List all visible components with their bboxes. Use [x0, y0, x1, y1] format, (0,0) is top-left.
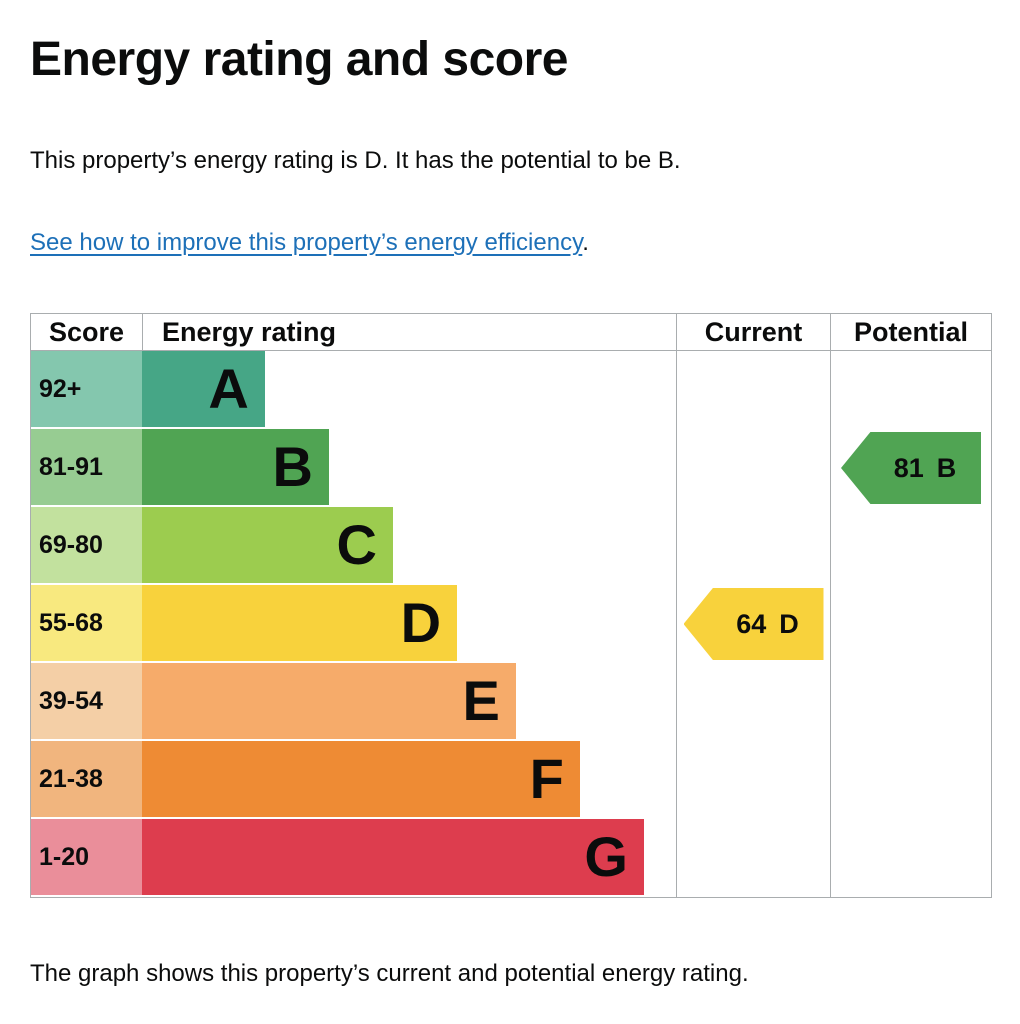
score-range-d: 55-68 [31, 585, 142, 663]
score-range-c: 69-80 [31, 507, 142, 585]
graph-caption: The graph shows this property’s current … [30, 960, 749, 987]
band-letter-f: F [529, 747, 564, 810]
band-letter-a: A [208, 357, 249, 420]
band-bar-g: G [142, 819, 644, 895]
current-score-value: 64 [736, 608, 767, 639]
potential-cell-g [830, 819, 991, 897]
potential-rating-arrow: 81 B [841, 432, 981, 504]
current-cell-c [676, 507, 830, 585]
potential-rating-letter: B [936, 452, 957, 483]
band-letter-e: E [462, 669, 500, 732]
band-bar-e: E [142, 663, 516, 739]
current-cell-b [676, 429, 830, 507]
epc-rating-chart: Score Energy rating Current Potential 92… [30, 313, 992, 898]
header-score: Score [31, 314, 142, 351]
band-bar-cell-d: D [142, 585, 676, 663]
score-range-b: 81-91 [31, 429, 142, 507]
current-cell-f [676, 741, 830, 819]
link-suffix: . [582, 229, 589, 256]
improve-line: See how to improve this property’s energ… [30, 229, 990, 257]
header-energy-rating: Energy rating [142, 314, 676, 351]
band-bar-cell-a: A [142, 351, 676, 429]
potential-cell-f [830, 741, 991, 819]
band-bar-cell-f: F [142, 741, 676, 819]
potential-cell-d [830, 585, 991, 663]
header-current: Current [676, 314, 830, 351]
current-cell-a [676, 351, 830, 429]
score-range-a: 92+ [31, 351, 142, 429]
band-letter-g: G [584, 825, 628, 888]
band-bar-cell-b: B [142, 429, 676, 507]
band-bar-f: F [142, 741, 580, 817]
current-cell-g [676, 819, 830, 897]
band-bar-a: A [142, 351, 265, 427]
band-letter-b: B [272, 435, 313, 498]
potential-cell-a [830, 351, 991, 429]
header-potential: Potential [830, 314, 991, 351]
energy-certificate-page: Energy rating and score This property’s … [30, 33, 992, 987]
band-bar-cell-g: G [142, 819, 676, 897]
band-bar-c: C [142, 507, 393, 583]
band-bar-cell-c: C [142, 507, 676, 585]
current-rating-arrow: 64 D [683, 588, 824, 660]
band-bar-cell-e: E [142, 663, 676, 741]
score-range-f: 21-38 [31, 741, 142, 819]
score-range-g: 1-20 [31, 819, 142, 897]
current-cell-e [676, 663, 830, 741]
current-cell-d: 64 D [676, 585, 830, 663]
improve-efficiency-link[interactable]: See how to improve this property’s energ… [30, 229, 583, 256]
potential-cell-c [830, 507, 991, 585]
score-range-e: 39-54 [31, 663, 142, 741]
band-letter-d: D [400, 591, 442, 654]
potential-score-value: 81 [893, 452, 924, 483]
band-bar-b: B [142, 429, 329, 505]
potential-cell-b: 81 B [830, 429, 991, 507]
band-letter-c: C [336, 513, 377, 576]
page-title: Energy rating and score [30, 33, 569, 86]
band-bar-d: D [142, 585, 458, 661]
current-rating-letter: D [779, 608, 799, 639]
rating-summary-text: This property’s energy rating is D. It h… [30, 147, 681, 174]
potential-cell-e [830, 663, 991, 741]
